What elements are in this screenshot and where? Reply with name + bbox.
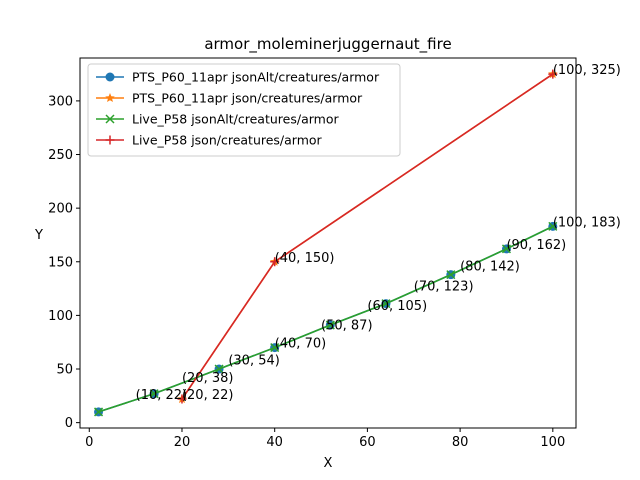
data-label: (40, 150)	[275, 251, 335, 266]
legend-box	[87, 63, 401, 157]
data-label: (100, 183)	[553, 215, 621, 230]
data-point	[177, 394, 187, 404]
legend-label: Live_P58 jsonAlt/creatures/armor	[132, 112, 339, 127]
data-label: (100, 325)	[553, 63, 621, 78]
y-tick-label: 150	[48, 255, 73, 270]
y-tick-label: 100	[48, 309, 73, 324]
data-label: (60, 105)	[367, 299, 427, 314]
legend-item: PTS_P60_11apr jsonAlt/creatures/armor	[96, 70, 380, 85]
data-point	[94, 407, 104, 417]
legend: PTS_P60_11apr jsonAlt/creatures/armor PTS…	[87, 63, 401, 157]
x-tick-label: 40	[266, 435, 283, 450]
y-tick-label: 50	[56, 363, 73, 378]
data-label: (80, 142)	[460, 259, 520, 274]
data-point	[501, 244, 511, 254]
data-point	[105, 135, 115, 145]
data-point	[548, 69, 558, 79]
series	[177, 69, 558, 404]
data-label: (20, 22)	[182, 388, 234, 403]
data-point	[325, 320, 335, 330]
data-point	[105, 93, 115, 103]
x-axis: 0 20 40 60 80 100	[85, 428, 565, 450]
legend-label: Live_P58 json/creatures/armor	[132, 133, 323, 148]
y-tick-label: 200	[48, 202, 73, 217]
y-axis: 0 50 100 150 200 250 300	[48, 94, 80, 431]
data-point	[446, 270, 456, 280]
y-tick-label: 0	[65, 416, 73, 431]
data-label: (20, 38)	[182, 371, 234, 386]
data-label: (50, 87)	[321, 318, 373, 333]
data-label: (10, 22)	[136, 388, 188, 403]
x-axis-title: X	[324, 456, 333, 471]
y-tick-label: 300	[48, 94, 73, 109]
data-point	[105, 114, 115, 124]
data-point	[149, 389, 159, 399]
x-tick-label: 0	[85, 435, 93, 450]
y-axis-title: Y	[34, 228, 43, 243]
data-point	[105, 72, 115, 82]
data-point	[548, 221, 558, 231]
series	[94, 221, 558, 417]
data-point	[214, 364, 224, 374]
data-point	[270, 257, 280, 267]
legend-item: Live_P58 jsonAlt/creatures/armor	[96, 112, 339, 127]
chart-title: armor_moleminerjuggernaut_fire	[204, 35, 451, 54]
annotation-layer: (10, 22)(20, 22) (20, 38) (30, 54) (40, 70)…	[136, 63, 621, 403]
data-label: (90, 162)	[506, 238, 566, 253]
x-tick-label: 100	[540, 435, 565, 450]
data-point	[381, 299, 391, 309]
x-tick-label: 20	[174, 435, 191, 450]
data-point	[270, 343, 280, 353]
data-label: (40, 70)	[275, 337, 327, 352]
x-tick-label: 80	[452, 435, 469, 450]
x-tick-label: 60	[359, 435, 376, 450]
y-tick-label: 250	[48, 148, 73, 163]
legend-label: PTS_P60_11apr jsonAlt/creatures/armor	[132, 70, 380, 85]
legend-item: PTS_P60_11apr json/creatures/armor	[96, 91, 363, 106]
data-label: (70, 123)	[414, 280, 474, 295]
legend-label: PTS_P60_11apr json/creatures/armor	[132, 91, 363, 106]
series-layer	[94, 69, 558, 417]
legend-item: Live_P58 json/creatures/armor	[96, 133, 323, 148]
data-label: (30, 54)	[228, 354, 279, 369]
